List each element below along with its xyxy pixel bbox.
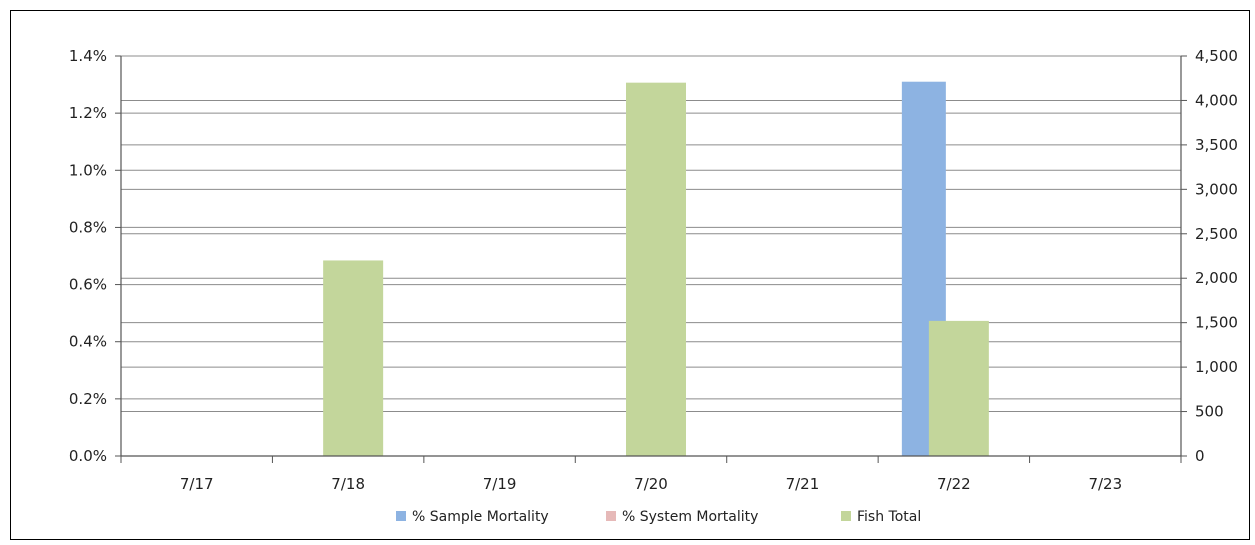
left-tick-label: 0.6% [69, 276, 107, 294]
bar-fish-total [626, 82, 686, 457]
x-tick-label: 7/17 [180, 475, 214, 493]
right-tick-label: 2,000 [1195, 269, 1238, 287]
left-tick-label: 1.0% [69, 161, 107, 179]
left-tick-label: 0.4% [69, 333, 107, 351]
right-tick-label: 1,000 [1195, 358, 1238, 376]
legend-entry: % Sample Mortality [396, 509, 549, 525]
right-tick-label: 0 [1195, 447, 1205, 465]
left-axis-tick-labels: 0.0% 0.2% 0.4% 0.6% 0.8% 1.0% 1.2% 1.4% [69, 47, 107, 465]
chart-frame: 0.0% 0.2% 0.4% 0.6% 0.8% 1.0% 1.2% 1.4% 0 500 1,0… [10, 10, 1250, 540]
legend-label: Fish Total [857, 509, 921, 525]
x-tick-label: 7/22 [937, 475, 971, 493]
bar-fish-total [928, 320, 989, 456]
legend-swatch [606, 511, 616, 521]
right-tick-label: 4,000 [1195, 91, 1238, 109]
left-tick-label: 1.2% [69, 104, 107, 122]
legend-label: % Sample Mortality [412, 509, 549, 525]
legend-entry: % System Mortality [606, 509, 758, 525]
x-tick-label: 7/19 [483, 475, 517, 493]
legend-label: % System Mortality [622, 509, 758, 525]
right-tick-label: 1,500 [1195, 314, 1238, 332]
right-axis-tick-labels: 0 500 1,000 1,500 2,000 2,500 3,000 3,500 4,000 4… [1195, 47, 1238, 465]
combo-bar-chart: 0.0% 0.2% 0.4% 0.6% 0.8% 1.0% 1.2% 1.4% 0 500 1,0… [69, 47, 1238, 525]
x-tick-label: 7/23 [1088, 475, 1122, 493]
bars [323, 81, 989, 457]
right-tick-label: 500 [1195, 403, 1224, 421]
x-axis-tick-labels: 7/17 7/18 7/19 7/20 7/21 7/22 7/23 [180, 475, 1122, 493]
x-tick-label: 7/21 [786, 475, 820, 493]
legend-swatch [396, 511, 406, 521]
legend-swatch [841, 511, 851, 521]
left-tick-label: 0.2% [69, 390, 107, 408]
bar-fish-total [323, 260, 384, 456]
legend: % Sample Mortality % System Mortality Fish… [396, 509, 921, 525]
left-tick-label: 1.4% [69, 47, 107, 65]
right-tick-label: 2,500 [1195, 225, 1238, 243]
right-tick-label: 3,000 [1195, 180, 1238, 198]
axes [115, 55, 1187, 463]
legend-entry: Fish Total [841, 509, 921, 525]
right-tick-label: 3,500 [1195, 136, 1238, 154]
right-tick-label: 4,500 [1195, 47, 1238, 65]
left-tick-label: 0.8% [69, 218, 107, 236]
x-tick-label: 7/18 [331, 475, 365, 493]
left-tick-label: 0.0% [69, 447, 107, 465]
x-tick-label: 7/20 [634, 475, 668, 493]
